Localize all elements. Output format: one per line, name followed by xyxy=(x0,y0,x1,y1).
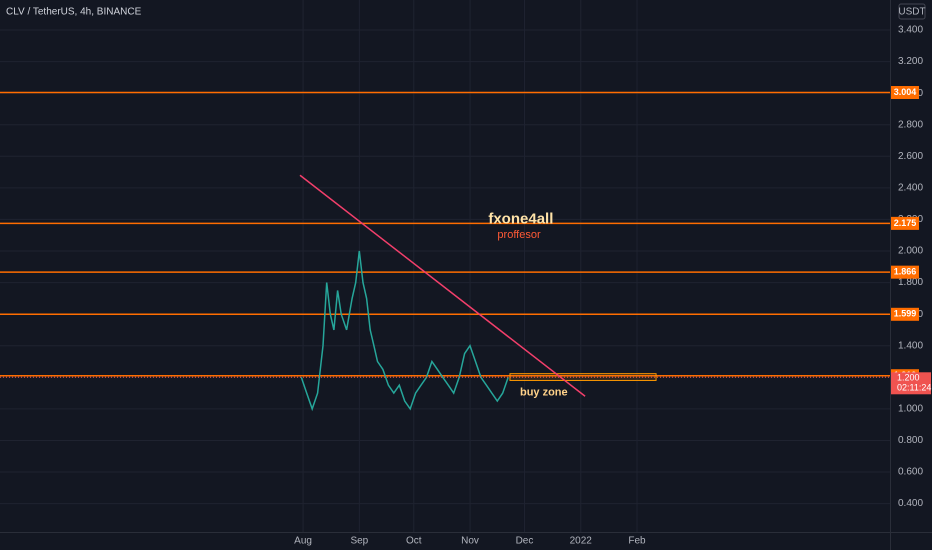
y-tick-label: 2.600 xyxy=(898,151,923,162)
price-line xyxy=(300,250,509,412)
y-tick-label: 0.400 xyxy=(898,498,923,509)
y-tick-label: 2.000 xyxy=(898,246,923,257)
x-tick-label: Aug xyxy=(294,536,312,547)
annotation: proffesor xyxy=(497,229,541,241)
x-tick-label: Nov xyxy=(461,536,479,547)
buy-zone xyxy=(509,373,657,381)
y-tick-label: 2.800 xyxy=(898,119,923,130)
buy-zone-label: buy zone xyxy=(520,386,568,398)
level-tag xyxy=(891,86,919,100)
currency: USDT xyxy=(898,7,925,18)
y-tick-label: 1.400 xyxy=(898,340,923,351)
y-tick-label: 1.800 xyxy=(898,277,923,288)
x-tick-label: Feb xyxy=(628,536,646,547)
currency-box xyxy=(898,3,926,20)
last-price-tag xyxy=(891,372,931,395)
y-tick-label: 2.400 xyxy=(898,182,923,193)
y-tick-label: 0.600 xyxy=(898,467,923,478)
level-tag xyxy=(891,216,919,230)
trendline xyxy=(299,174,586,397)
countdown: 02:11:24 xyxy=(897,383,931,393)
level-label: 2.175 xyxy=(894,218,917,228)
level-tag xyxy=(891,265,919,279)
level-tag xyxy=(891,307,919,321)
last-price-label: 1.200 xyxy=(897,373,920,383)
x-tick-label: Oct xyxy=(406,536,422,547)
level-label: 1.599 xyxy=(894,309,917,319)
level-label: 1.866 xyxy=(894,267,917,277)
level-label: 3.004 xyxy=(894,87,917,97)
x-tick-label: 2022 xyxy=(570,536,593,547)
y-tick-label: 0.800 xyxy=(898,435,923,446)
y-tick-label: 1.000 xyxy=(898,404,923,415)
y-tick-label: 3.400 xyxy=(898,25,923,36)
x-tick-label: Dec xyxy=(516,536,534,547)
annotation: fxone4all xyxy=(488,210,553,227)
x-tick-label: Sep xyxy=(350,536,368,547)
y-tick-label: 3.200 xyxy=(898,56,923,67)
chart-title: CLV / TetherUS, 4h, BINANCE xyxy=(6,7,142,18)
